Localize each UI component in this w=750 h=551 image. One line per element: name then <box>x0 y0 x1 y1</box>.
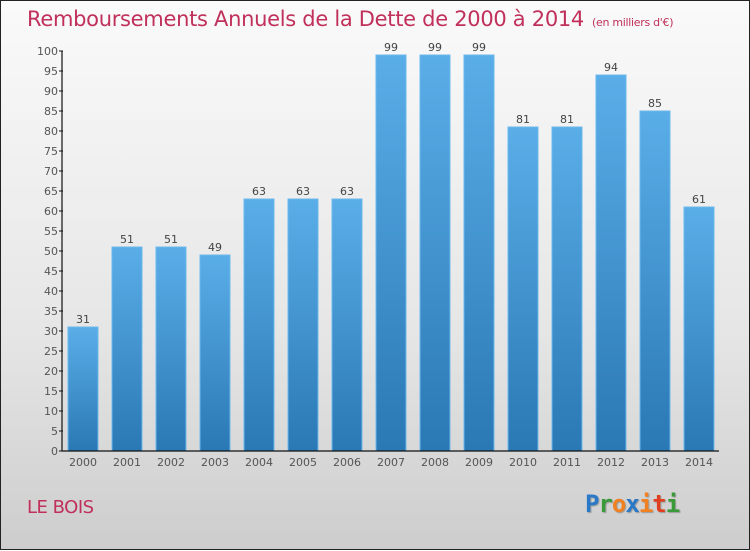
bar-2003 <box>199 254 231 452</box>
bar-2001 <box>111 246 143 452</box>
bar-2005 <box>287 198 319 452</box>
axes-group: 2000 2001 2002 2003 2004 2005 2006 2007 2008 2009… <box>37 45 719 469</box>
x-tick-label-2009: 2009 <box>465 456 493 469</box>
bar-2000 <box>67 326 99 452</box>
y-tick-label-70: 70 <box>44 165 58 178</box>
y-tick-label-30: 30 <box>44 325 58 338</box>
y-tick-label-95: 95 <box>44 65 58 78</box>
y-tick-label-20: 20 <box>44 365 58 378</box>
y-tick-label-35: 35 <box>44 305 58 318</box>
bar-2008 <box>419 54 451 452</box>
data-label-2005: 63 <box>296 185 310 198</box>
x-tick-label-2007: 2007 <box>377 456 405 469</box>
y-tick-label-0: 0 <box>51 445 58 458</box>
x-tick-label-2005: 2005 <box>289 456 317 469</box>
y-tick-label-5: 5 <box>51 425 58 438</box>
y-tick-label-55: 55 <box>44 225 58 238</box>
x-tick-label-2012: 2012 <box>597 456 625 469</box>
data-label-2006: 63 <box>340 185 354 198</box>
y-tick-label-80: 80 <box>44 125 58 138</box>
data-label-2008: 99 <box>428 41 442 54</box>
bars-group: 31 51 51 49 63 63 63 99 99 99 81 81 94 85 61 <box>67 41 715 452</box>
x-tick-label-2001: 2001 <box>113 456 141 469</box>
data-label-2003: 49 <box>208 241 222 254</box>
y-tick-label-50: 50 <box>44 245 58 258</box>
y-tick-label-25: 25 <box>44 345 58 358</box>
data-label-2011: 81 <box>560 113 574 126</box>
logo-letter-2: o <box>611 490 626 518</box>
x-tick-label-2004: 2004 <box>245 456 273 469</box>
bar-2014 <box>683 206 715 452</box>
x-tick-label-2000: 2000 <box>69 456 97 469</box>
bar-2002 <box>155 246 187 452</box>
y-tick-label-40: 40 <box>44 285 58 298</box>
bar-2009 <box>463 54 495 452</box>
x-tick-label-2010: 2010 <box>509 456 537 469</box>
bar-2006 <box>331 198 363 452</box>
y-tick-label-75: 75 <box>44 145 58 158</box>
y-tick-label-60: 60 <box>44 205 58 218</box>
y-tick-label-65: 65 <box>44 185 58 198</box>
data-label-2004: 63 <box>252 185 266 198</box>
x-tick-label-2003: 2003 <box>201 456 229 469</box>
x-tick-label-2014: 2014 <box>685 456 713 469</box>
place-name: LE BOIS <box>27 497 94 518</box>
x-tick-label-2002: 2002 <box>157 456 185 469</box>
logo-letter-1: r <box>598 490 612 518</box>
data-label-2000: 31 <box>76 313 90 326</box>
y-tick-label-45: 45 <box>44 265 58 278</box>
x-tick-label-2013: 2013 <box>641 456 669 469</box>
bar-2004 <box>243 198 275 452</box>
bar-2012 <box>595 74 627 452</box>
data-label-2002: 51 <box>164 233 178 246</box>
x-tick-label-2011: 2011 <box>553 456 581 469</box>
logo-letter-6: i <box>665 490 680 518</box>
chart-title: Remboursements Annuels de la Dette de 20… <box>27 7 673 31</box>
data-label-2014: 61 <box>692 193 706 206</box>
logo-letter-0: P <box>585 490 599 518</box>
y-tick-label-90: 90 <box>44 85 58 98</box>
logo-letter-4: i <box>638 490 653 518</box>
data-label-2012: 94 <box>604 61 618 74</box>
bar-2013 <box>639 110 671 452</box>
bar-2011 <box>551 126 583 452</box>
bar-2010 <box>507 126 539 452</box>
data-label-2013: 85 <box>648 97 662 110</box>
x-tick-label-2006: 2006 <box>333 456 361 469</box>
chart-subtitle: (en milliers d'€) <box>592 16 674 29</box>
logo-letter-5: t <box>652 490 666 518</box>
proxiti-logo[interactable]: Proxiti <box>585 490 680 518</box>
x-tick-label-2008: 2008 <box>421 456 449 469</box>
y-tick-label-15: 15 <box>44 385 58 398</box>
logo-letter-3: x <box>625 490 639 518</box>
data-label-2001: 51 <box>120 233 134 246</box>
data-label-2010: 81 <box>516 113 530 126</box>
y-tick-label-100: 100 <box>37 45 58 58</box>
bar-2007 <box>375 54 407 452</box>
chart-title-text: Remboursements Annuels de la Dette de 20… <box>27 7 584 31</box>
data-label-2007: 99 <box>384 41 398 54</box>
y-tick-label-10: 10 <box>44 405 58 418</box>
y-tick-label-85: 85 <box>44 105 58 118</box>
data-label-2009: 99 <box>472 41 486 54</box>
